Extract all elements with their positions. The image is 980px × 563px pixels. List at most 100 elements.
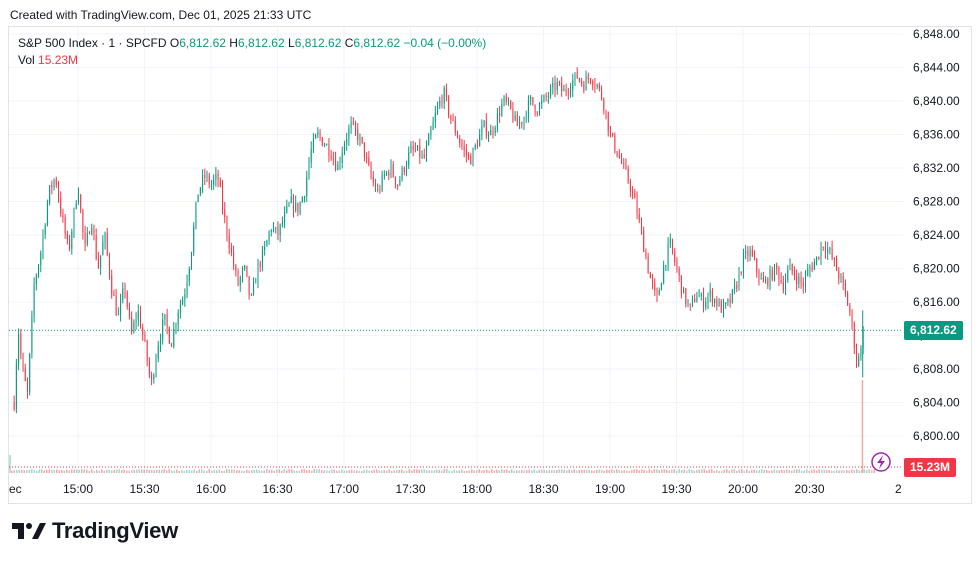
volume-bar bbox=[68, 470, 70, 473]
candle-body bbox=[288, 203, 290, 207]
volume-bar bbox=[411, 470, 413, 473]
candle-body bbox=[244, 265, 246, 269]
candle-body bbox=[173, 329, 175, 347]
volume-bar bbox=[133, 469, 135, 473]
volume-bar bbox=[663, 469, 665, 473]
candle-body bbox=[148, 361, 150, 375]
legend-ohlc-row: S&P 500 Index · 1 · SPCFD O6,812.62 H6,8… bbox=[18, 35, 486, 52]
volume-bar bbox=[791, 470, 793, 473]
candle-body bbox=[49, 185, 51, 203]
volume-bar bbox=[238, 470, 240, 473]
volume-bar bbox=[376, 469, 378, 473]
candle-body bbox=[760, 278, 762, 280]
volume-bar bbox=[408, 469, 410, 473]
candle-body bbox=[505, 96, 507, 102]
candle-body bbox=[235, 265, 237, 272]
volume-bar bbox=[158, 469, 160, 473]
candle-body bbox=[421, 154, 423, 158]
last-price-tag: 6,812.62 bbox=[904, 320, 963, 340]
volume-bar bbox=[591, 470, 593, 473]
volume-bar bbox=[368, 470, 370, 473]
volume-bar bbox=[506, 469, 508, 473]
legend-symbol[interactable]: S&P 500 Index · 1 · SPCFD bbox=[18, 36, 167, 50]
candle-body bbox=[855, 347, 857, 365]
legend-high-value: 6,812.62 bbox=[237, 36, 285, 50]
legend-low-label: L bbox=[288, 36, 295, 50]
volume-bar bbox=[223, 470, 225, 473]
candle-body bbox=[851, 313, 853, 324]
candle-body bbox=[645, 252, 647, 257]
volume-bar bbox=[626, 470, 628, 473]
volume-bar bbox=[136, 469, 138, 473]
candle-body bbox=[649, 272, 651, 279]
volume-bar bbox=[201, 469, 203, 473]
candle-body bbox=[246, 265, 248, 277]
volume-bar bbox=[113, 469, 115, 473]
candle-body bbox=[115, 295, 117, 316]
candle-body bbox=[359, 136, 361, 141]
chart-frame[interactable] bbox=[8, 26, 972, 504]
candle-body bbox=[153, 375, 155, 380]
volume-bar bbox=[463, 470, 465, 473]
volume-bar bbox=[283, 469, 285, 473]
candle-body bbox=[222, 186, 224, 210]
candle-body bbox=[700, 294, 702, 297]
volume-bar bbox=[823, 469, 825, 473]
volume-bar bbox=[438, 470, 440, 473]
candle-body bbox=[474, 145, 476, 149]
volume-bar bbox=[36, 470, 38, 473]
volume-bar bbox=[646, 470, 648, 473]
candle-body bbox=[226, 217, 228, 236]
candle-body bbox=[813, 261, 815, 270]
x-tick-label: 18:30 bbox=[528, 482, 558, 496]
candle-body bbox=[120, 300, 122, 314]
candle-body bbox=[625, 163, 627, 169]
x-tick-label: 15:30 bbox=[129, 482, 159, 496]
legend-open-label: O bbox=[169, 36, 180, 50]
volume-bar bbox=[228, 469, 230, 473]
volume-bar bbox=[11, 470, 13, 473]
candle-body bbox=[745, 251, 747, 254]
volume-bar bbox=[756, 470, 758, 473]
candle-body bbox=[594, 85, 596, 87]
volume-bar bbox=[478, 469, 480, 473]
volume-bar bbox=[498, 470, 500, 473]
candle-body bbox=[42, 234, 44, 253]
volume-bar bbox=[371, 470, 373, 473]
candle-body bbox=[494, 127, 496, 133]
volume-bar bbox=[631, 470, 633, 473]
volume-bar bbox=[401, 469, 403, 473]
candle-body bbox=[576, 72, 578, 79]
candle-body bbox=[844, 282, 846, 294]
candle-body bbox=[683, 288, 685, 294]
volume-bar bbox=[426, 470, 428, 473]
candle-body bbox=[46, 202, 48, 226]
created-with-text: Created with TradingView.com, Dec 01, 20… bbox=[10, 8, 312, 22]
volume-bar bbox=[453, 469, 455, 473]
volume-bar bbox=[661, 469, 663, 473]
candle-body bbox=[638, 214, 640, 221]
volume-bar bbox=[641, 469, 643, 473]
candle-body bbox=[534, 104, 536, 113]
x-tick-label: 19:30 bbox=[661, 482, 691, 496]
candle-body bbox=[164, 314, 166, 320]
volume-bar bbox=[588, 469, 590, 473]
volume-bar bbox=[701, 469, 703, 473]
legend-volume-label: Vol bbox=[18, 53, 35, 67]
volume-bar bbox=[526, 470, 528, 473]
tradingview-logo[interactable]: TradingView bbox=[12, 518, 178, 544]
volume-bar bbox=[138, 469, 140, 473]
volume-bar bbox=[21, 470, 23, 473]
candle-body bbox=[627, 168, 629, 182]
volume-bar bbox=[721, 470, 723, 473]
y-tick-label: 6,848.00 bbox=[913, 27, 960, 41]
volume-bar bbox=[13, 470, 15, 473]
candle-body bbox=[618, 156, 620, 158]
volume-bar bbox=[261, 470, 263, 473]
volume-bar bbox=[166, 470, 168, 473]
candle-body bbox=[204, 175, 206, 178]
candle-body bbox=[133, 322, 135, 333]
candle-body bbox=[465, 150, 467, 156]
volume-bar bbox=[598, 469, 600, 473]
